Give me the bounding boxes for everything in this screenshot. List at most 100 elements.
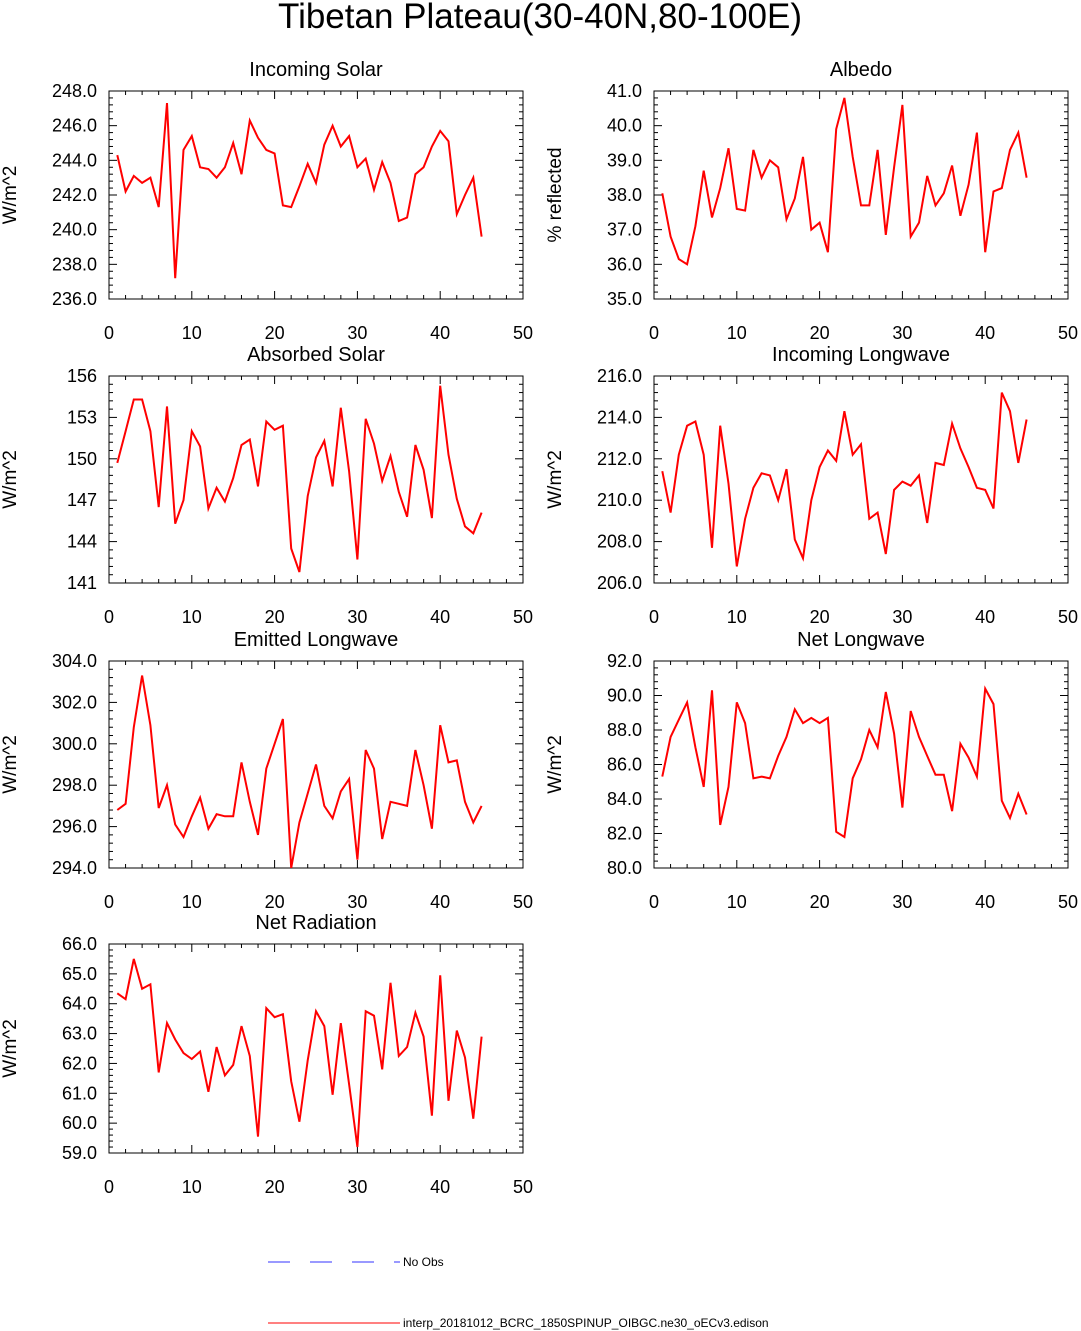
y-tick-label: 66.0 [62, 934, 97, 954]
series-line [116, 385, 483, 573]
y-tick-label: 82.0 [607, 824, 642, 844]
y-tick-label: 216.0 [597, 366, 642, 386]
y-tick-label: 37.0 [607, 220, 642, 240]
y-tick-label: 244.0 [52, 150, 97, 170]
x-tick-label: 30 [347, 892, 367, 912]
x-tick-label: 40 [430, 323, 450, 343]
y-tick-label: 153 [67, 407, 97, 427]
x-tick-label: 10 [727, 323, 747, 343]
y-tick-label: 60.0 [62, 1113, 97, 1133]
series-line [116, 103, 483, 279]
x-tick-label: 20 [265, 892, 285, 912]
panel-3: Absorbed Solar W/m^2 0 10 20 30 40 50 141 144 147 1… [0, 344, 533, 627]
y-axis-label: W/m^2 [0, 735, 21, 794]
panel-title: Net Longwave [797, 629, 925, 651]
x-tick-label: 40 [975, 892, 995, 912]
x-tick-label: 20 [265, 1177, 285, 1197]
panel-title: Albedo [830, 59, 892, 81]
y-axis-label: W/m^2 [545, 735, 566, 794]
legend-model-label: interp_20181012_BCRC_1850SPINUP_OIBGC.ne… [403, 1316, 769, 1330]
y-tick-label: 302.0 [52, 692, 97, 712]
x-tick-label: 50 [513, 323, 533, 343]
y-tick-label: 59.0 [62, 1143, 97, 1163]
x-tick-label: 50 [1058, 607, 1078, 627]
x-tick-label: 0 [649, 892, 659, 912]
y-tick-label: 147 [67, 490, 97, 510]
x-tick-label: 0 [104, 323, 114, 343]
x-tick-label: 10 [182, 323, 202, 343]
x-tick-label: 40 [430, 607, 450, 627]
y-tick-label: 40.0 [607, 116, 642, 136]
panels: Incoming Solar W/m^2 0 10 20 30 40 50 236.0 238.0… [0, 59, 1078, 1197]
plot-frame [108, 375, 524, 584]
panel-4: Incoming Longwave W/m^2 0 10 20 30 40 50 206.0 20… [545, 344, 1078, 627]
y-axis-label: W/m^2 [0, 450, 21, 509]
x-tick-label: 50 [513, 892, 533, 912]
x-tick-label: 40 [975, 323, 995, 343]
y-tick-label: 88.0 [607, 720, 642, 740]
y-tick-label: 242.0 [52, 185, 97, 205]
panel-title: Emitted Longwave [234, 629, 399, 651]
y-tick-label: 150 [67, 449, 97, 469]
x-tick-label: 20 [265, 607, 285, 627]
y-tick-label: 141 [67, 573, 97, 593]
y-tick-label: 294.0 [52, 858, 97, 878]
plot-frame [108, 943, 524, 1154]
y-tick-label: 92.0 [607, 651, 642, 671]
series-line [116, 675, 483, 868]
plot-frame [108, 660, 524, 869]
y-tick-label: 41.0 [607, 81, 642, 101]
y-axis-label: W/m^2 [545, 450, 566, 509]
x-tick-label: 20 [810, 323, 830, 343]
y-tick-label: 35.0 [607, 289, 642, 309]
x-tick-label: 30 [892, 607, 912, 627]
x-tick-label: 10 [727, 892, 747, 912]
panel-title: Absorbed Solar [247, 344, 385, 366]
x-tick-label: 50 [1058, 323, 1078, 343]
panel-6: Net Longwave W/m^2 0 10 20 30 40 50 80.0 82.0 84.0… [545, 629, 1078, 912]
y-tick-label: 206.0 [597, 573, 642, 593]
series-line [661, 685, 1028, 839]
y-tick-label: 156 [67, 366, 97, 386]
y-tick-label: 64.0 [62, 994, 97, 1014]
panel-1: Incoming Solar W/m^2 0 10 20 30 40 50 236.0 238.0… [0, 59, 533, 343]
y-tick-label: 65.0 [62, 964, 97, 984]
y-tick-label: 90.0 [607, 686, 642, 706]
panel-title: Incoming Solar [249, 59, 383, 81]
y-tick-label: 84.0 [607, 789, 642, 809]
y-axis-label: % reflected [545, 147, 566, 242]
y-tick-label: 240.0 [52, 220, 97, 240]
y-tick-label: 63.0 [62, 1024, 97, 1044]
y-tick-label: 236.0 [52, 289, 97, 309]
panel-2: Albedo % reflected 0 10 20 30 40 50 35.0 36.0 37.0… [545, 59, 1078, 343]
x-tick-label: 20 [810, 892, 830, 912]
y-tick-label: 214.0 [597, 407, 642, 427]
x-tick-label: 10 [182, 892, 202, 912]
series-line [661, 392, 1028, 567]
y-tick-label: 238.0 [52, 254, 97, 274]
y-tick-label: 62.0 [62, 1053, 97, 1073]
x-tick-label: 30 [347, 323, 367, 343]
y-tick-label: 296.0 [52, 817, 97, 837]
y-tick-label: 208.0 [597, 532, 642, 552]
x-tick-label: 30 [892, 892, 912, 912]
figure-title: Tibetan Plateau(30-40N,80-100E) [278, 0, 802, 36]
x-tick-label: 40 [430, 1177, 450, 1197]
panel-7: Net Radiation W/m^2 0 10 20 30 40 50 59.0 60.0 61.… [0, 912, 533, 1197]
x-tick-label: 20 [810, 607, 830, 627]
plot-frame [653, 375, 1069, 584]
y-axis-label: W/m^2 [0, 166, 21, 225]
x-tick-label: 50 [513, 1177, 533, 1197]
legend-obs-label: No Obs [403, 1255, 444, 1269]
x-tick-label: 0 [649, 323, 659, 343]
y-tick-label: 39.0 [607, 150, 642, 170]
y-tick-label: 304.0 [52, 651, 97, 671]
y-tick-label: 248.0 [52, 81, 97, 101]
plot-frame [653, 90, 1069, 300]
x-tick-label: 10 [727, 607, 747, 627]
x-tick-label: 50 [1058, 892, 1078, 912]
y-tick-label: 38.0 [607, 185, 642, 205]
x-tick-label: 20 [265, 323, 285, 343]
x-tick-label: 0 [104, 607, 114, 627]
